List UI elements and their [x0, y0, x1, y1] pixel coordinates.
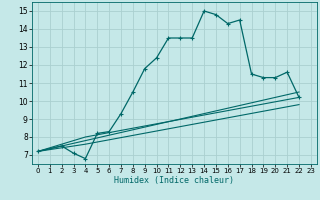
X-axis label: Humidex (Indice chaleur): Humidex (Indice chaleur) — [115, 176, 234, 185]
